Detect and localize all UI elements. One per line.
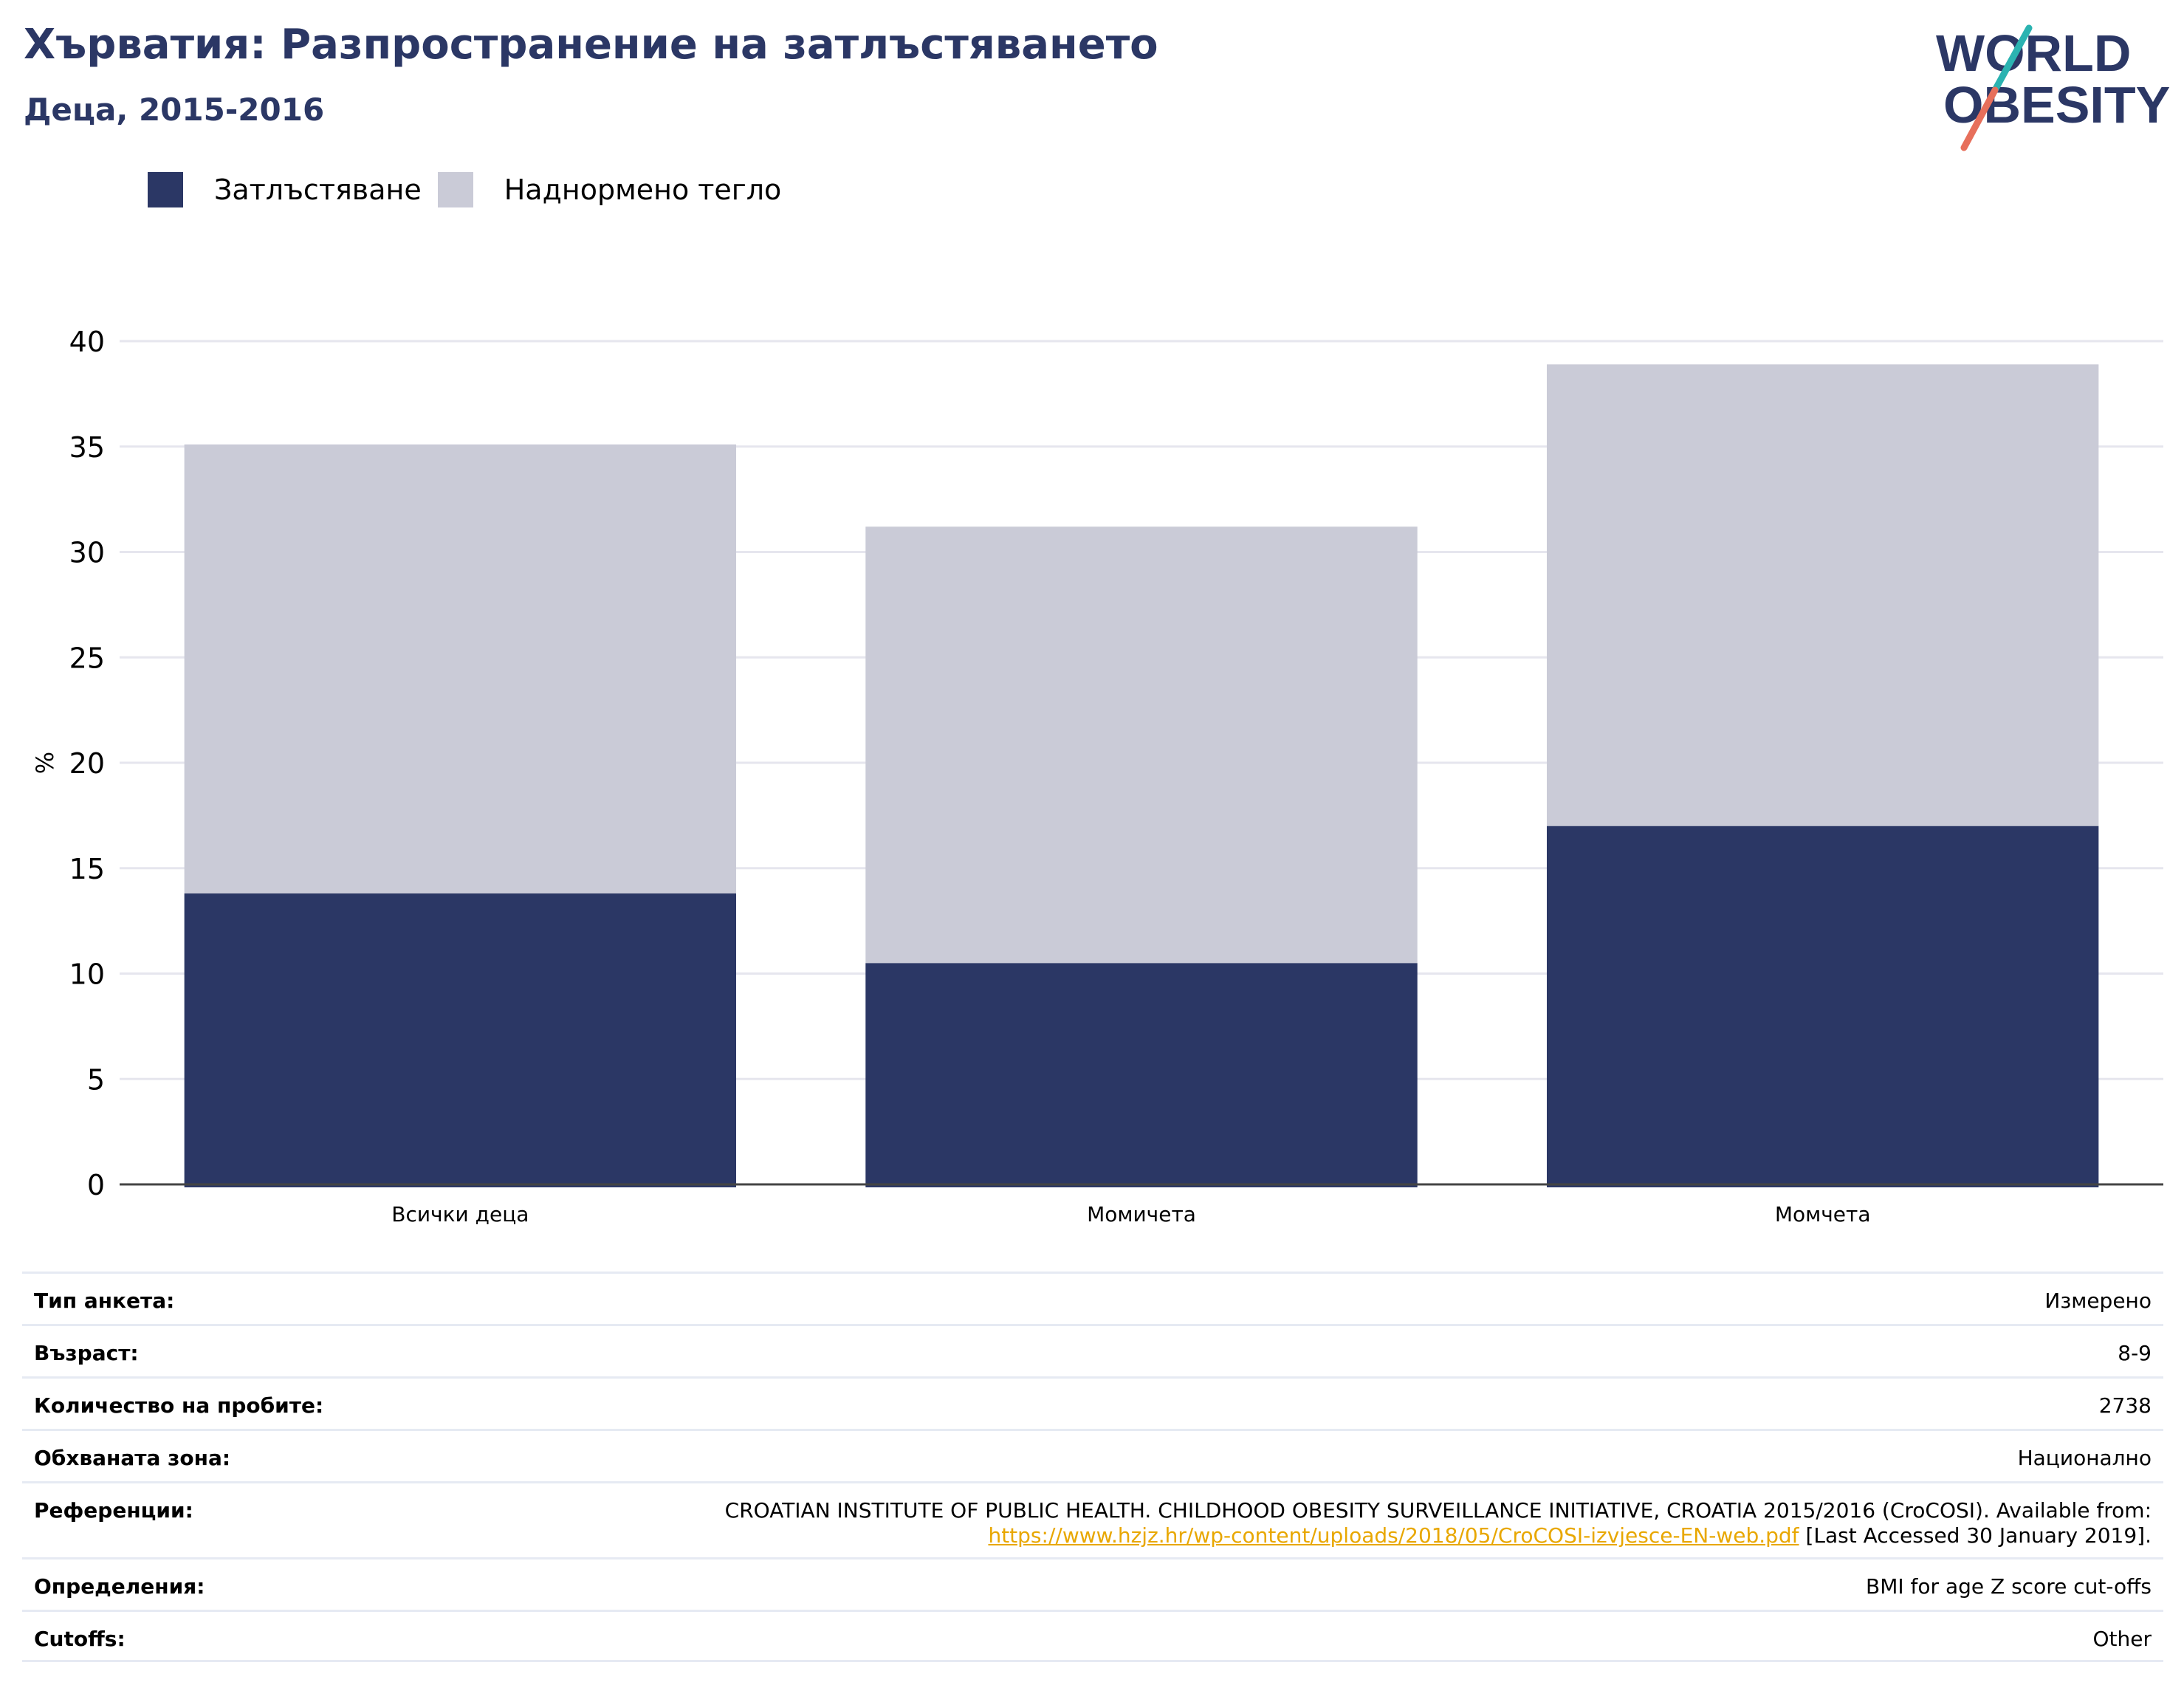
meta-label: Референции: — [34, 1498, 193, 1523]
meta-value: 8-9 — [2118, 1341, 2152, 1365]
y-tick-label: 5 — [87, 1063, 105, 1096]
world-obesity-logo: WORLD OBESITY — [1936, 24, 2170, 151]
stacked-bar-chart: 0 5 10 15 20 25 30 35 40% Всички деца Момичета Момч… — [31, 326, 2163, 1226]
meta-value: Other — [2092, 1627, 2152, 1651]
references-suffix: [Last Accessed 30 January 2019]. — [1805, 1523, 2152, 1548]
references-text: CROATIAN INSTITUTE OF PUBLIC HEALTH. CHI… — [724, 1498, 2152, 1523]
logo-text-world: WORLD — [1936, 24, 2131, 82]
legend-label-obesity: Затлъстяване — [214, 174, 422, 206]
reference-link[interactable]: https://www.hzjz.hr/wp-content/uploads/2… — [988, 1523, 1799, 1548]
meta-row-cutoffs: Cutoffs: Other — [22, 1610, 2163, 1662]
legend-label-overweight: Наднормено тегло — [504, 174, 782, 206]
logo-text-obesity: OBESITY — [1943, 76, 2170, 134]
bar-obesity — [1546, 826, 2099, 1187]
chart-title: Хърватия: Разпространение на затлъстяван… — [24, 21, 1158, 69]
bar-obesity — [865, 963, 1418, 1187]
legend-item-obesity[interactable]: Затлъстяване — [148, 172, 422, 207]
y-tick-label: 20 — [69, 747, 105, 780]
meta-label: Възраст: — [34, 1341, 139, 1365]
legend-item-overweight[interactable]: Наднормено тегло — [437, 172, 782, 207]
meta-row-age: Възраст: 8-9 — [22, 1324, 2163, 1376]
x-tick-label: Момчета — [1775, 1202, 1871, 1226]
meta-label: Количество на пробите: — [34, 1393, 324, 1418]
bar-obesity — [184, 893, 737, 1187]
meta-label: Обхваната зона: — [34, 1446, 231, 1470]
x-tick-label: Всички деца — [391, 1202, 529, 1226]
bar-overweight — [184, 444, 737, 894]
meta-value: Измерено — [2044, 1288, 2152, 1313]
meta-value: Национално — [2017, 1446, 2152, 1470]
y-tick-label: 30 — [69, 537, 105, 569]
y-axis-label: % — [31, 752, 59, 774]
meta-row-sample-size: Количество на пробите: 2738 — [22, 1376, 2163, 1429]
y-tick-label: 0 — [87, 1169, 105, 1201]
chart-subtitle: Деца, 2015-2016 — [24, 92, 325, 128]
legend-swatch-obesity — [148, 172, 183, 207]
y-tick-label: 35 — [69, 431, 105, 464]
meta-row-definitions: Определения: BMI for age Z score cut-off… — [22, 1557, 2163, 1610]
y-tick-label: 15 — [69, 853, 105, 885]
meta-label: Определения: — [34, 1574, 205, 1599]
meta-value: 2738 — [2098, 1393, 2152, 1418]
logo-slash-teal — [1991, 24, 2033, 94]
legend-swatch-overweight — [437, 172, 473, 207]
metadata-table: Тип анкета: Измерено Възраст: 8-9 Количе… — [22, 1272, 2163, 1662]
y-tick-label: 10 — [69, 958, 105, 991]
meta-row-survey-type: Тип анкета: Измерено — [22, 1272, 2163, 1324]
legend: Затлъстяване Наднормено тегло — [148, 171, 797, 208]
bar-overweight — [865, 526, 1418, 964]
meta-row-references: Референции: CROATIAN INSTITUTE OF PUBLIC… — [22, 1481, 2163, 1557]
meta-label: Cutoffs: — [34, 1627, 126, 1651]
references-value: CROATIAN INSTITUTE OF PUBLIC HEALTH. CHI… — [725, 1498, 2152, 1548]
meta-row-area: Обхваната зона: Национално — [22, 1429, 2163, 1481]
y-tick-label: 40 — [69, 326, 105, 358]
logo-slash-coral — [1960, 86, 1999, 151]
meta-value: BMI for age Z score cut-offs — [1866, 1574, 2152, 1599]
y-tick-label: 25 — [69, 642, 105, 674]
bar-overweight — [1546, 364, 2099, 826]
x-tick-label: Момичета — [1087, 1202, 1196, 1226]
meta-label: Тип анкета: — [34, 1288, 175, 1313]
